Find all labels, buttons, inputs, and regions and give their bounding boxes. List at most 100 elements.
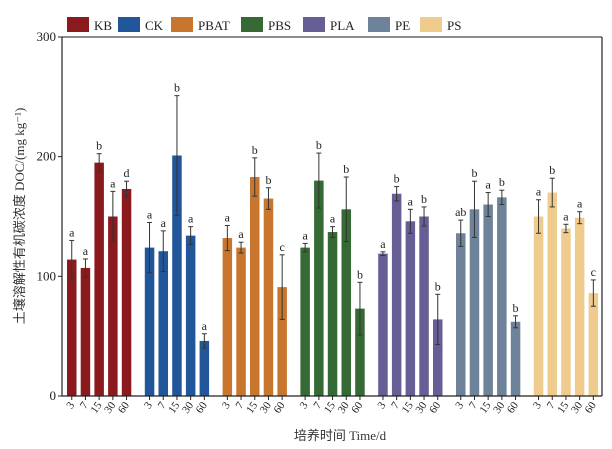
significance-label: a xyxy=(110,176,116,190)
bar-ck-60 xyxy=(199,340,210,396)
bar-pbat-15 xyxy=(250,177,260,396)
significance-label: a xyxy=(188,212,194,226)
x-tick-label: 60 xyxy=(116,399,132,415)
bar-pe-30 xyxy=(497,197,507,396)
bar-pbs-30 xyxy=(341,209,351,396)
x-tick-label: 7 xyxy=(156,399,169,411)
legend-swatch-ck xyxy=(118,17,140,32)
bar-kb-30 xyxy=(108,216,118,396)
significance-label: a xyxy=(69,225,75,239)
bar-pla-3 xyxy=(378,253,388,396)
x-tick-label: 60 xyxy=(505,399,521,415)
significance-label: a xyxy=(408,194,414,208)
x-tick-label: 7 xyxy=(389,399,402,411)
bar-ck-7 xyxy=(158,251,168,396)
bar-kb-7 xyxy=(80,267,91,396)
x-tick-label: 3 xyxy=(531,399,544,411)
x-tick-label: 60 xyxy=(349,399,365,415)
significance-label: b xyxy=(513,301,519,315)
significance-label: a xyxy=(485,178,491,192)
bar-ps-3 xyxy=(533,216,544,396)
legend-label-pbat: PBAT xyxy=(198,18,230,33)
significance-label: ab xyxy=(455,205,466,219)
x-tick-label: 60 xyxy=(427,399,443,415)
bar-ck-15 xyxy=(172,155,182,396)
significance-label: a xyxy=(536,185,542,199)
significance-label: a xyxy=(380,237,386,251)
significance-label: b xyxy=(316,138,322,152)
y-axis-title: 土壤溶解性有机碳浓度 DOC/(mg kg⁻¹) xyxy=(12,108,27,325)
x-tick-label: 7 xyxy=(78,399,91,411)
significance-label: b xyxy=(471,166,477,180)
bar-pbs-15 xyxy=(327,232,338,396)
bar-pla-30 xyxy=(419,216,429,396)
significance-label: b xyxy=(174,81,180,95)
significance-label: b xyxy=(96,139,102,153)
legend-swatch-pe xyxy=(368,17,390,32)
legend-swatch-ps xyxy=(420,17,442,32)
x-tick-label: 3 xyxy=(453,399,466,411)
bar-kb-15 xyxy=(94,162,104,396)
x-tick-label: 7 xyxy=(545,399,558,411)
significance-label: a xyxy=(83,244,89,258)
bar-pbs-7 xyxy=(314,180,324,396)
bar-pbat-30 xyxy=(263,198,274,396)
bar-kb-60 xyxy=(121,188,132,396)
bar-ck-3 xyxy=(144,247,155,396)
significance-label: b xyxy=(549,163,555,177)
significance-label: c xyxy=(279,240,284,254)
legend-label-ck: CK xyxy=(145,18,164,33)
bar-pbat-3 xyxy=(222,238,233,396)
x-tick-label: 7 xyxy=(234,399,247,411)
bar-kb-3 xyxy=(67,259,77,396)
significance-label: b xyxy=(265,173,271,187)
legend-label-kb: KB xyxy=(94,18,112,33)
bar-pbat-7 xyxy=(236,247,246,396)
bar-ps-7 xyxy=(547,192,557,396)
bar-ck-30 xyxy=(185,235,196,396)
legend-swatch-pla xyxy=(303,17,325,32)
significance-label: a xyxy=(330,212,336,226)
significance-label: b xyxy=(421,192,427,206)
x-tick-label: 60 xyxy=(583,399,599,415)
legend-swatch-pbat xyxy=(171,17,193,32)
significance-label: b xyxy=(394,172,400,186)
legend-label-pbs: PBS xyxy=(268,18,291,33)
significance-label: b xyxy=(357,267,363,281)
legend-label-pe: PE xyxy=(395,18,410,33)
x-tick-label: 3 xyxy=(220,399,233,411)
significance-label: a xyxy=(147,207,153,221)
x-tick-label: 3 xyxy=(298,399,311,411)
significance-label: d xyxy=(124,166,130,180)
significance-label: a xyxy=(225,210,231,224)
x-tick-label: 7 xyxy=(311,399,324,411)
legend-label-pla: PLA xyxy=(330,18,355,33)
x-tick-label: 3 xyxy=(142,399,155,411)
x-tick-label: 60 xyxy=(194,399,210,415)
x-tick-label: 3 xyxy=(64,399,77,411)
bar-pe-15 xyxy=(483,204,493,396)
bar-pbs-3 xyxy=(300,247,310,396)
bar-ps-30 xyxy=(574,217,585,396)
bar-pbat-60 xyxy=(277,287,287,396)
bar-pla-60 xyxy=(433,319,443,396)
significance-label: b xyxy=(435,279,441,293)
bar-ps-15 xyxy=(561,228,571,396)
significance-label: a xyxy=(161,216,167,230)
legend-swatch-pbs xyxy=(241,17,263,32)
legend-swatch-kb xyxy=(67,17,89,32)
bar-ps-60 xyxy=(588,293,599,396)
x-tick-label: 60 xyxy=(271,399,287,415)
significance-label: b xyxy=(343,162,349,176)
y-tick-label: 100 xyxy=(37,268,57,283)
bar-pe-7 xyxy=(469,209,480,396)
y-tick-label: 0 xyxy=(50,388,57,403)
legend: KB CK PBAT PBS PLA PE PS xyxy=(67,17,461,33)
significance-label: b xyxy=(499,175,505,189)
y-tick-label: 200 xyxy=(37,149,57,164)
bar-pla-7 xyxy=(391,193,402,396)
significance-label: a xyxy=(577,197,583,211)
